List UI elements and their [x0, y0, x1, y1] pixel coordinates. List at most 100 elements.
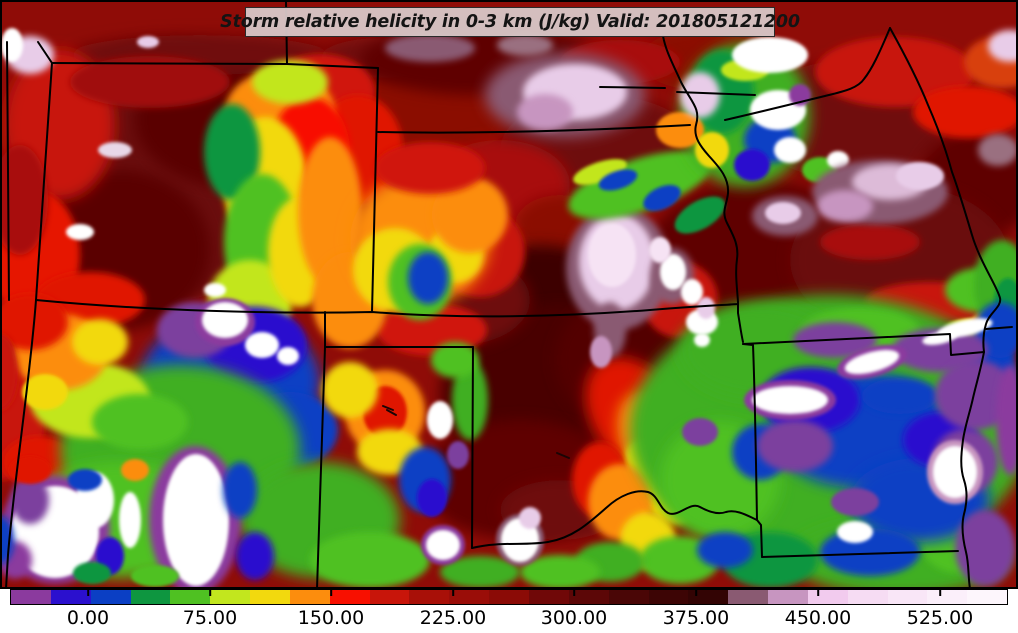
colorbar-segment — [528, 590, 569, 604]
field-blob — [22, 374, 68, 410]
field-blob — [892, 328, 988, 372]
colorbar-segment — [728, 590, 769, 604]
field-blob — [0, 334, 18, 410]
field-blob — [497, 34, 553, 56]
field-blob — [674, 196, 726, 234]
field-blob — [11, 476, 49, 524]
field-blob — [682, 418, 718, 446]
colorbar-tick-label: 450.00 — [784, 607, 852, 629]
state-boundary-line — [316, 346, 326, 589]
colorbar-tick — [573, 590, 575, 596]
field-blob — [831, 488, 879, 516]
field-blob — [432, 177, 508, 253]
field-blob — [310, 532, 430, 588]
state-boundary-line — [6, 41, 10, 301]
state-boundary-line — [37, 41, 53, 64]
colorbar-tick — [939, 590, 941, 596]
field-blob — [72, 319, 128, 365]
field-blob — [408, 252, 448, 304]
colorbar-segment — [130, 590, 171, 604]
field-blob — [447, 441, 469, 469]
colorbar-segment — [568, 590, 609, 604]
colorbar-tick-label: 75.00 — [182, 607, 238, 629]
field-blob — [98, 142, 132, 158]
state-boundary-line — [889, 27, 1002, 589]
colorbar-bar — [10, 589, 1008, 605]
field-blob — [732, 37, 808, 73]
field-blob — [204, 104, 260, 200]
field-blob — [9, 456, 51, 484]
state-boundary-line — [35, 299, 739, 318]
lake-mark — [556, 452, 570, 459]
field-blob — [862, 378, 938, 414]
state-boundaries — [5, 1, 1013, 589]
colorbar-segment — [210, 590, 251, 604]
field-blob — [298, 137, 362, 287]
helicity-field — [0, 25, 1018, 589]
field-blob — [837, 521, 873, 543]
colorbar-segment — [90, 590, 131, 604]
field-blob — [568, 151, 712, 219]
field-blob — [649, 237, 671, 263]
field-blob — [223, 462, 257, 518]
field-blob — [896, 162, 944, 190]
colorbar-segment — [887, 590, 928, 604]
field-blob — [417, 479, 447, 517]
state-boundary-line — [5, 299, 37, 589]
field-blob — [827, 151, 849, 169]
field-blob — [426, 530, 460, 560]
water-marks — [382, 405, 570, 459]
field-blob — [844, 349, 900, 375]
colorbar-segment — [289, 590, 330, 604]
field-blob — [978, 134, 1018, 166]
colorbar-segment — [409, 590, 450, 604]
field-blob — [236, 532, 274, 580]
field-blob — [68, 469, 102, 491]
colorbar-segment — [967, 590, 1008, 604]
field-blob — [440, 556, 520, 588]
colorbar-tick-label: 525.00 — [906, 607, 974, 629]
field-blob — [913, 86, 1018, 138]
colorbar-tick-label: 225.00 — [419, 607, 487, 629]
field-blob — [817, 190, 873, 222]
field-blob — [774, 137, 806, 163]
state-boundary-line — [35, 62, 53, 301]
colorbar-segment — [369, 590, 410, 604]
field-blob — [163, 454, 229, 586]
map-title-box: Storm relative helicity in 0-3 km (J/kg)… — [220, 7, 800, 37]
field-blob — [517, 94, 573, 130]
field-blob — [119, 492, 141, 548]
field-blob — [252, 60, 328, 104]
state-boundary-line — [985, 326, 1013, 330]
state-boundary-line — [761, 550, 959, 558]
colorbar-tick — [817, 590, 819, 596]
colorbar-tick — [330, 590, 332, 596]
state-boundary-line — [724, 27, 891, 121]
field-blob — [0, 145, 48, 255]
field-blob — [66, 224, 94, 240]
field-blob — [694, 333, 710, 347]
field-blob — [695, 132, 729, 168]
state-boundary-line — [471, 490, 758, 549]
colorbar-tick — [695, 590, 697, 596]
field-blob — [427, 401, 453, 439]
colorbar-tick — [209, 590, 211, 596]
field-blob — [988, 30, 1018, 62]
field-blob — [680, 72, 720, 118]
field-blob — [598, 169, 638, 191]
field-blob — [73, 562, 111, 584]
colorbar-segment — [449, 590, 490, 604]
state-boundary-line — [756, 519, 763, 558]
colorbar-tick-label: 150.00 — [297, 607, 365, 629]
field-blob — [520, 555, 600, 589]
field-blob — [815, 37, 975, 107]
field-blob — [452, 360, 488, 440]
state-boundary-line — [742, 343, 758, 521]
colorbar-segment — [807, 590, 848, 604]
field-blob — [765, 202, 801, 224]
colorbar-segment — [768, 590, 808, 604]
field-blob — [1, 28, 23, 62]
colorbar-segment — [250, 590, 290, 604]
field-blob — [519, 507, 541, 529]
state-boundary-line — [662, 35, 744, 343]
